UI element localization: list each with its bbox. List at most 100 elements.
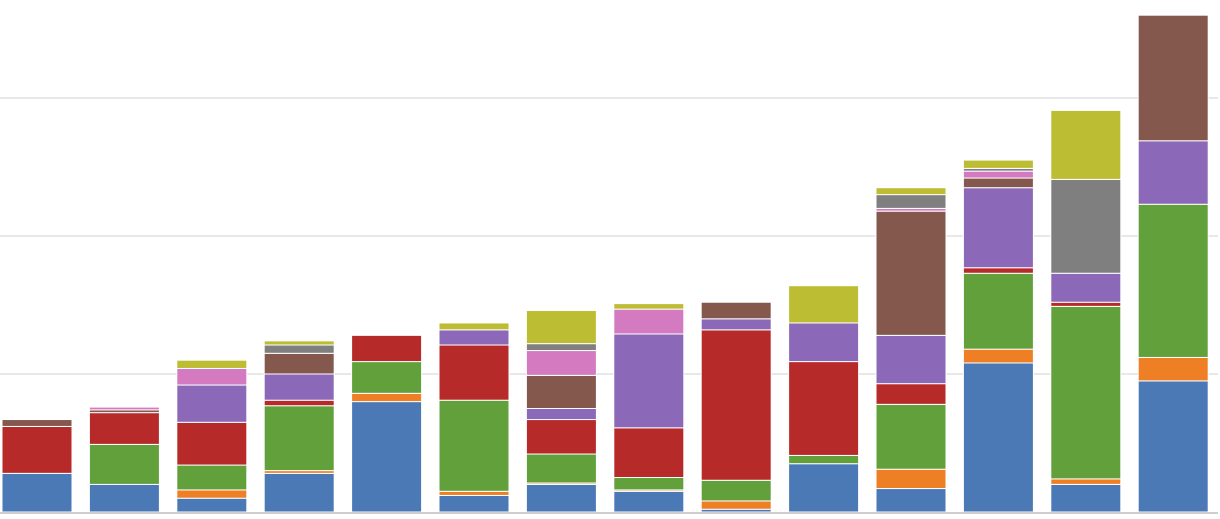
bar-segment-11-series-6 (875, 210, 947, 336)
bar-segment-14-series-3 (1137, 203, 1209, 358)
bar-segment-11-series-5 (875, 334, 947, 385)
bar-stack-8 (613, 303, 685, 513)
bar-stack-13 (1050, 109, 1122, 513)
bar-stack-10 (788, 285, 860, 513)
bar-segment-9-series-6 (700, 301, 772, 320)
bar-segment-7-series-8 (525, 343, 597, 352)
bar-stack-2 (88, 406, 160, 513)
bar-segment-11-series-3 (875, 403, 947, 470)
bar-segment-12-series-1 (962, 362, 1034, 513)
bar-segment-8-series-9 (613, 303, 685, 310)
bar-segment-7-series-6 (525, 374, 597, 410)
bar-segment-8-series-1 (613, 490, 685, 513)
bar-segment-9-series-2 (700, 500, 772, 510)
bar-segment-5-series-2 (351, 392, 423, 403)
bar-segment-4-series-6 (263, 352, 335, 375)
bar-segment-12-series-7 (962, 170, 1034, 179)
bar-segment-7-series-1 (525, 483, 597, 513)
bar-stack-12 (962, 159, 1034, 513)
bar-segment-8-series-4 (613, 427, 685, 479)
bar-segment-6-series-2 (438, 490, 510, 496)
bar-segment-6-series-3 (438, 399, 510, 492)
bar-segment-13-series-3 (1050, 305, 1122, 480)
bars (1, 14, 1209, 513)
bar-segment-8-series-5 (613, 333, 685, 429)
bar-segment-11-series-4 (875, 383, 947, 405)
bar-segment-2-series-1 (88, 483, 160, 513)
bar-segment-13-series-8 (1050, 178, 1122, 274)
bar-segment-14-series-1 (1137, 380, 1209, 513)
bar-segment-1-series-6 (1, 419, 73, 427)
bar-segment-7-series-3 (525, 453, 597, 484)
bar-segment-3-series-4 (176, 421, 248, 466)
bar-segment-5-series-3 (351, 361, 423, 394)
bar-segment-12-series-9 (962, 159, 1034, 169)
bar-segment-2-series-7 (88, 406, 160, 411)
bar-segment-12-series-4 (962, 267, 1034, 274)
bar-segment-12-series-6 (962, 177, 1034, 189)
bar-segment-7-series-7 (525, 350, 597, 376)
bar-segment-9-series-3 (700, 479, 772, 502)
bar-segment-9-series-5 (700, 318, 772, 331)
bar-segment-4-series-5 (263, 373, 335, 401)
bar-segment-1-series-4 (1, 425, 73, 474)
bar-segment-5-series-1 (351, 401, 423, 513)
bar-stack-6 (438, 322, 510, 513)
bar-segment-3-series-2 (176, 489, 248, 499)
bar-segment-13-series-5 (1050, 272, 1122, 303)
bar-stack-11 (875, 187, 947, 513)
bar-segment-9-series-4 (700, 329, 772, 481)
bar-segment-6-series-9 (438, 322, 510, 331)
bar-stack-5 (351, 334, 423, 513)
bar-segment-6-series-1 (438, 494, 510, 513)
bar-segment-3-series-3 (176, 464, 248, 491)
bar-segment-10-series-9 (788, 285, 860, 324)
bar-segment-14-series-2 (1137, 356, 1209, 382)
bar-segment-13-series-1 (1050, 483, 1122, 513)
bar-segment-12-series-5 (962, 187, 1034, 269)
bar-segment-7-series-5 (525, 408, 597, 421)
bar-segment-12-series-2 (962, 348, 1034, 364)
bar-segment-4-series-3 (263, 405, 335, 472)
bar-segment-3-series-9 (176, 359, 248, 369)
bar-segment-6-series-4 (438, 344, 510, 401)
bar-stack-9 (700, 301, 772, 513)
bar-segment-4-series-8 (263, 344, 335, 354)
bar-segment-10-series-5 (788, 322, 860, 363)
bar-segment-7-series-9 (525, 310, 597, 345)
bar-segment-14-series-5 (1137, 140, 1209, 205)
bar-segment-7-series-4 (525, 419, 597, 455)
bar-segment-5-series-4 (351, 334, 423, 363)
bar-segment-12-series-3 (962, 272, 1034, 350)
bar-segment-13-series-4 (1050, 301, 1122, 307)
bar-segment-11-series-1 (875, 488, 947, 513)
bar-segment-4-series-1 (263, 472, 335, 513)
gridlines (0, 97, 1218, 375)
bar-segment-13-series-9 (1050, 109, 1122, 180)
bar-segment-10-series-4 (788, 361, 860, 456)
bar-segment-10-series-3 (788, 454, 860, 465)
bar-segment-3-series-1 (176, 497, 248, 513)
bar-stack-4 (263, 340, 335, 513)
bar-stack-14 (1137, 14, 1209, 513)
bar-segment-4-series-4 (263, 399, 335, 407)
bar-segment-14-series-6 (1137, 14, 1209, 142)
bar-segment-8-series-7 (613, 308, 685, 335)
bar-segment-6-series-5 (438, 329, 510, 346)
bar-segment-2-series-3 (88, 443, 160, 485)
bar-segment-3-series-5 (176, 384, 248, 423)
bar-stack-7 (525, 310, 597, 513)
bar-segment-1-series-1 (1, 472, 73, 513)
bar-stack-3 (176, 359, 248, 513)
bar-segment-11-series-9 (875, 187, 947, 196)
bar-segment-8-series-3 (613, 477, 685, 491)
bar-segment-10-series-1 (788, 463, 860, 513)
bar-segment-11-series-2 (875, 468, 947, 490)
bar-segment-11-series-8 (875, 194, 947, 209)
bar-segment-4-series-9 (263, 340, 335, 346)
bar-segment-13-series-2 (1050, 478, 1122, 485)
bar-segment-2-series-4 (88, 412, 160, 445)
bar-stack-1 (1, 419, 73, 513)
